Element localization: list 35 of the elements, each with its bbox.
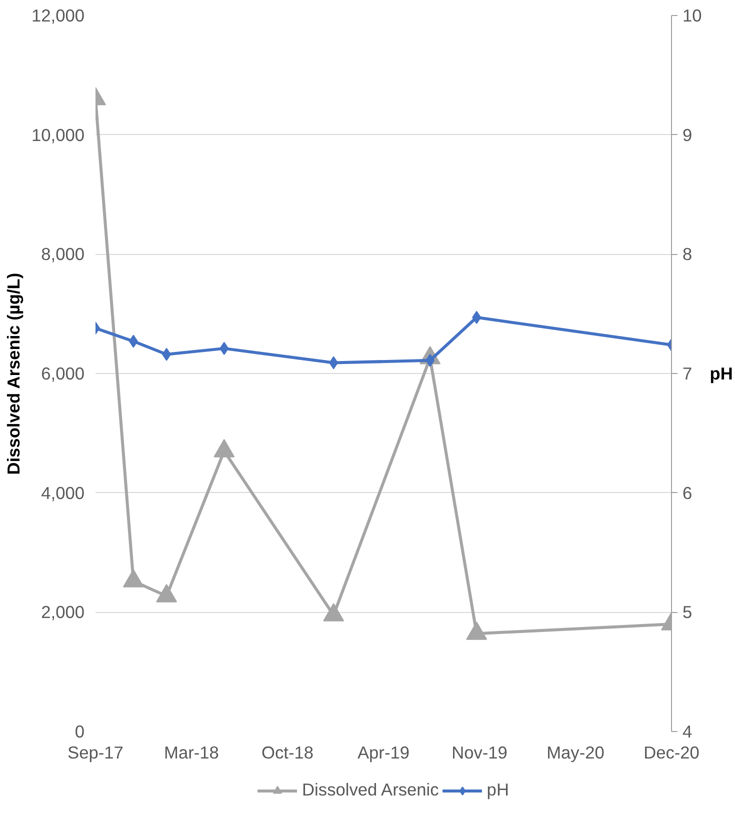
point [472,310,482,324]
y-tick-label: 0 [74,722,85,742]
point [466,622,488,640]
legend-label: pH [486,780,509,800]
y-axis-title: Dissolved Arsenic (µg/L) [4,272,24,475]
point [156,584,178,602]
point [122,569,144,588]
y2-tick-label: 10 [682,6,702,26]
y-tick-label: 12,000 [32,6,84,26]
y-tick-label: 8,000 [41,244,85,264]
point [214,439,235,458]
y2-tick-label: 9 [682,124,692,145]
y2-tick-label: 5 [682,602,692,622]
y2-tick-label: 8 [682,244,692,264]
point [329,356,338,370]
x-tick-label: Mar-18 [164,742,219,762]
y-tick-label: 10,000 [32,124,84,145]
x-tick-label: Nov-19 [452,742,508,762]
x-tick-label: May-20 [546,742,604,762]
y-tick-label: 2,000 [41,602,85,622]
point [220,342,229,355]
point [162,348,172,361]
y2-tick-label: 7 [682,364,692,384]
point [323,603,344,622]
y-tick-label: 4,000 [41,482,85,503]
y2-tick-label: 4 [682,722,692,742]
y2-axis-title: pH [710,364,733,384]
x-tick-label: Sep-17 [68,742,124,762]
x-tick-label: Oct-18 [262,742,314,762]
x-tick-label: Dec-20 [644,742,700,762]
legend-label: Dissolved Arsenic [302,780,439,800]
y2-tick-label: 6 [682,482,692,503]
point [128,334,138,348]
x-tick-label: Apr-19 [357,742,410,762]
y-tick-label: 6,000 [41,364,85,384]
